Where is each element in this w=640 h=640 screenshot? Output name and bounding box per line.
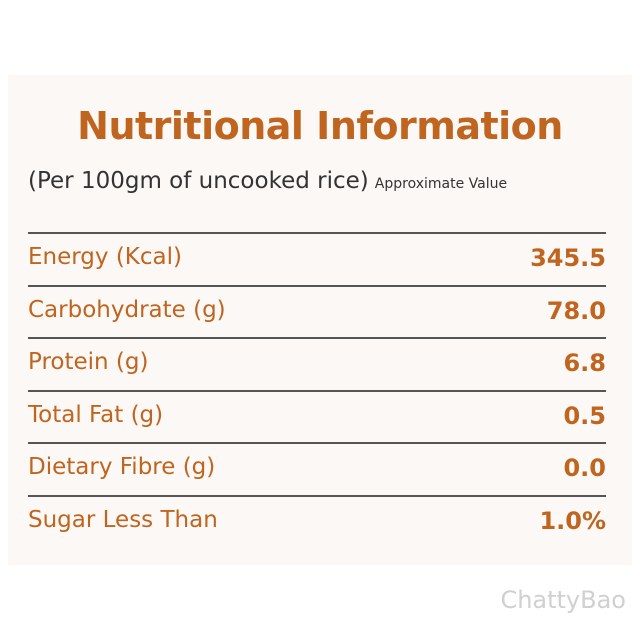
- nutrient-name: Total Fat (g): [28, 401, 164, 428]
- row-divider: [28, 232, 606, 234]
- note: Approximate Value: [374, 176, 508, 192]
- row-divider: [28, 284, 606, 287]
- title: Nutritional Information: [77, 104, 563, 148]
- nutrient-name: Sugar Less Than: [28, 506, 218, 533]
- table-row: Dietary Fibre (g) 0.0: [28, 444, 606, 496]
- table-row: Sugar Less Than 1.0%: [28, 497, 606, 549]
- nutrient-value: 345.5: [530, 244, 606, 272]
- row-divider: [28, 442, 606, 444]
- table-row: Energy (Kcal) 345.5: [28, 234, 606, 286]
- row-divider: [28, 389, 606, 392]
- watermark: ChattyBao: [500, 586, 626, 614]
- table-row: Total Fat (g) 0.5: [28, 392, 606, 444]
- nutrient-value: 6.8: [563, 349, 606, 377]
- nutrient-value: 0.0: [563, 454, 606, 482]
- nutrient-name: Protein (g): [28, 349, 149, 375]
- row-divider: [28, 494, 606, 497]
- row-divider: [28, 337, 606, 339]
- subtitle: (Per 100gm of uncooked rice): [28, 168, 369, 194]
- label-card: [8, 75, 632, 565]
- table-row: Carbohydrate (g) 78.0: [28, 287, 606, 339]
- nutrient-name: Energy (Kcal): [28, 244, 182, 270]
- nutrient-name: Carbohydrate (g): [28, 296, 226, 323]
- nutrient-value: 1.0%: [539, 506, 606, 535]
- nutrient-value: 0.5: [563, 401, 606, 430]
- subtitle-line: (Per 100gm of uncooked rice) Approximate …: [28, 168, 507, 194]
- nutrient-name: Dietary Fibre (g): [28, 454, 216, 480]
- nutrient-value: 78.0: [546, 296, 606, 325]
- table-row: Protein (g) 6.8: [28, 339, 606, 391]
